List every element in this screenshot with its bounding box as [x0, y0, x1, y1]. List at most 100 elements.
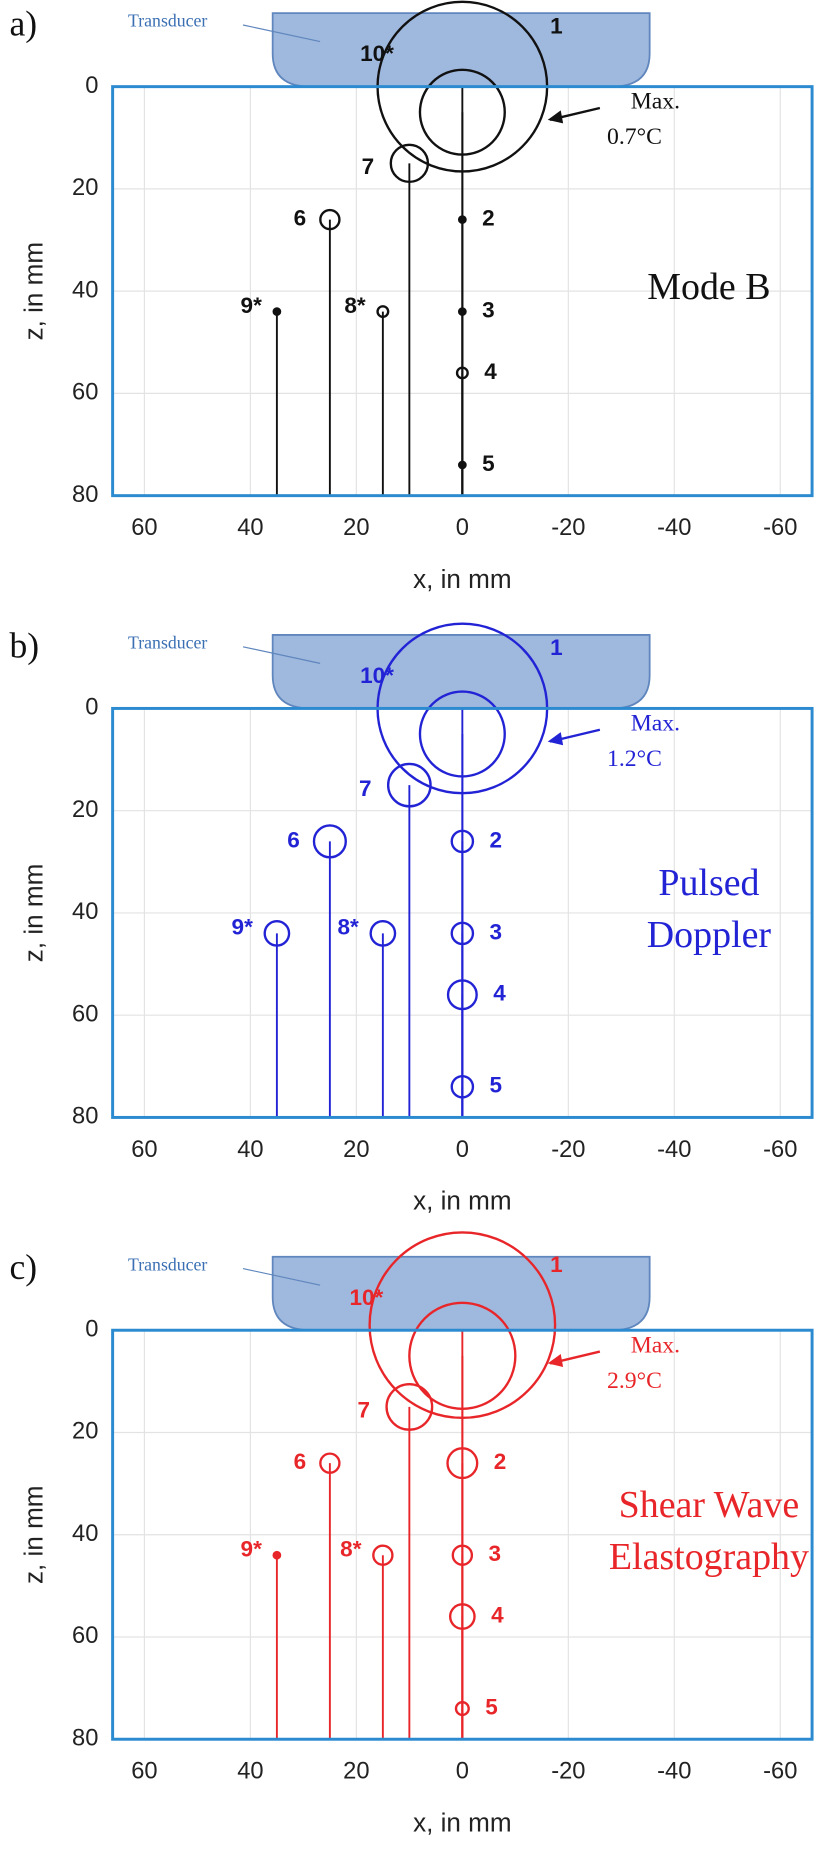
point-circle: [408, 1301, 517, 1410]
x-tick-label: 0: [456, 515, 469, 541]
x-tick-label: -20: [551, 1137, 585, 1163]
point-circle: [312, 824, 347, 859]
point-label: 2: [490, 827, 503, 852]
mode-label: Elastography: [609, 1536, 809, 1578]
point-circle: [319, 1452, 341, 1474]
point-label: 5: [490, 1073, 503, 1098]
x-tick-label: 20: [343, 515, 369, 541]
y-axis-label: z, in mm: [18, 242, 48, 341]
annotation: Max.: [631, 1332, 680, 1358]
mode-label: Mode B: [647, 266, 770, 308]
y-tick-label: 20: [72, 797, 98, 823]
point-circle: [272, 1550, 282, 1560]
point-label: 2: [482, 206, 495, 231]
x-tick-label: -40: [657, 1759, 691, 1785]
annotation-arrowhead: [547, 732, 564, 746]
panel-label: a): [9, 4, 37, 44]
y-tick-label: 80: [72, 1726, 98, 1752]
point-label: 4: [491, 1602, 504, 1627]
y-tick-label: 60: [72, 380, 98, 406]
y-tick-label: 0: [85, 695, 98, 721]
panel-label: c): [9, 1247, 37, 1287]
x-tick-label: 40: [237, 1137, 263, 1163]
y-tick-label: 20: [72, 175, 98, 201]
point-label: 4: [484, 359, 497, 384]
x-tick-label: -60: [763, 1759, 797, 1785]
x-tick-label: -20: [551, 515, 585, 541]
point-circle: [418, 68, 506, 156]
point-label: 7: [362, 154, 375, 179]
x-tick-label: 40: [237, 515, 263, 541]
panel-label: b): [9, 625, 39, 665]
x-tick-label: -40: [657, 515, 691, 541]
plot-frame: [111, 706, 814, 1119]
y-tick-label: 80: [72, 1104, 98, 1130]
x-tick-label: 0: [456, 1759, 469, 1785]
transducer-leader: [242, 646, 321, 664]
x-axis-label: x, in mm: [413, 564, 512, 594]
y-tick-label: 40: [72, 1521, 98, 1547]
plot-frame: [111, 85, 814, 498]
annotation-arrowhead: [547, 110, 564, 124]
x-tick-label: 40: [237, 1759, 263, 1785]
y-axis-label: z, in mm: [18, 864, 48, 963]
x-axis-label: x, in mm: [413, 1807, 512, 1837]
point-circle: [386, 762, 432, 808]
y-tick-label: 40: [72, 899, 98, 925]
point-label: 6: [294, 1449, 307, 1474]
x-tick-label: 60: [131, 1759, 157, 1785]
point-label: 8*: [338, 915, 360, 940]
x-tick-label: -60: [763, 515, 797, 541]
point-circle: [418, 690, 506, 778]
transducer: [271, 634, 651, 710]
point-label: 8*: [340, 1536, 362, 1561]
annotation: Max.: [631, 710, 680, 736]
y-tick-label: 0: [85, 73, 98, 99]
point-label: 6: [294, 206, 307, 231]
point-circle: [369, 920, 397, 947]
point-label: 2: [494, 1449, 507, 1474]
transducer: [271, 1255, 651, 1332]
point-label: 3: [482, 298, 495, 323]
transducer: [271, 12, 651, 88]
annotation: 2.9°C: [607, 1368, 662, 1394]
x-tick-label: 60: [131, 1137, 157, 1163]
y-tick-label: 40: [72, 277, 98, 303]
plot-frame: [111, 1328, 814, 1741]
point-label: 1: [550, 635, 563, 660]
point-label: 9*: [241, 1536, 263, 1561]
x-tick-label: 60: [131, 515, 157, 541]
point-label: 7: [359, 776, 372, 801]
x-tick-label: 20: [343, 1759, 369, 1785]
transducer-leader: [242, 24, 321, 43]
point-label: 9*: [241, 293, 263, 318]
point-label: 6: [287, 827, 300, 852]
annotation: Max.: [631, 89, 680, 115]
point-circle: [319, 208, 341, 231]
point-label: 10*: [349, 1285, 383, 1310]
annotation: 0.7°C: [607, 124, 662, 150]
point-circle: [389, 143, 430, 184]
x-tick-label: 0: [456, 1137, 469, 1163]
annotation-arrowhead: [547, 1353, 564, 1367]
transducer-label: Transducer: [128, 632, 207, 652]
mode-label: Doppler: [647, 914, 772, 956]
point-label: 10*: [360, 663, 394, 688]
point-label: 3: [490, 919, 503, 944]
point-label: 5: [485, 1695, 498, 1720]
mode-label: Pulsed: [658, 862, 759, 904]
mode-label: Shear Wave: [619, 1484, 800, 1526]
y-tick-label: 80: [72, 482, 98, 508]
y-tick-label: 60: [72, 1623, 98, 1649]
point-circle: [385, 1382, 434, 1431]
y-axis-label: z, in mm: [18, 1485, 48, 1584]
point-label: 9*: [232, 915, 254, 940]
transducer-label: Transducer: [128, 1254, 207, 1274]
point-circle: [272, 307, 282, 316]
point-label: 1: [550, 1252, 563, 1277]
point-label: 4: [493, 981, 506, 1006]
y-tick-label: 0: [85, 1317, 98, 1343]
y-tick-label: 60: [72, 1001, 98, 1027]
point-circle: [372, 1544, 394, 1566]
point-label: 3: [488, 1541, 501, 1566]
